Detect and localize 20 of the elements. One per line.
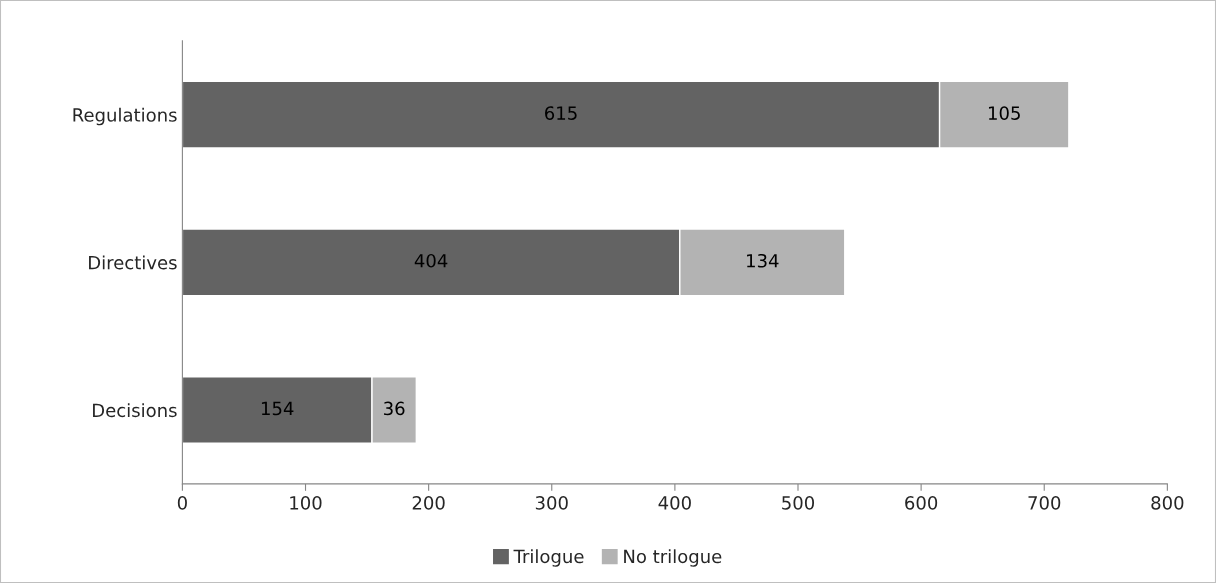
x-tick-label: 200 xyxy=(412,496,445,510)
y-tick-label: Directives xyxy=(89,255,177,270)
x-tick-label: 500 xyxy=(782,496,815,510)
data-label: 36 xyxy=(384,401,405,416)
data-label: 404 xyxy=(414,253,448,268)
data-label: 105 xyxy=(988,106,1020,120)
legend-label: No trilogue xyxy=(624,549,722,567)
y-tick-label: Decisions xyxy=(93,403,177,418)
y-tick-label: Regulations xyxy=(73,107,177,126)
x-tick-label: 400 xyxy=(658,496,691,510)
x-tick-label: 800 xyxy=(1151,496,1184,510)
x-tick-label: 300 xyxy=(535,496,568,510)
x-tick-label: 100 xyxy=(290,496,322,510)
data-label: 615 xyxy=(545,106,577,120)
data-label: 134 xyxy=(747,253,779,268)
x-tick-label: 600 xyxy=(905,496,938,510)
x-tick-label: 700 xyxy=(1028,496,1061,510)
legend-label: Trilogue xyxy=(513,549,584,567)
data-label: 154 xyxy=(261,401,294,416)
x-tick-label: 0 xyxy=(177,496,187,510)
